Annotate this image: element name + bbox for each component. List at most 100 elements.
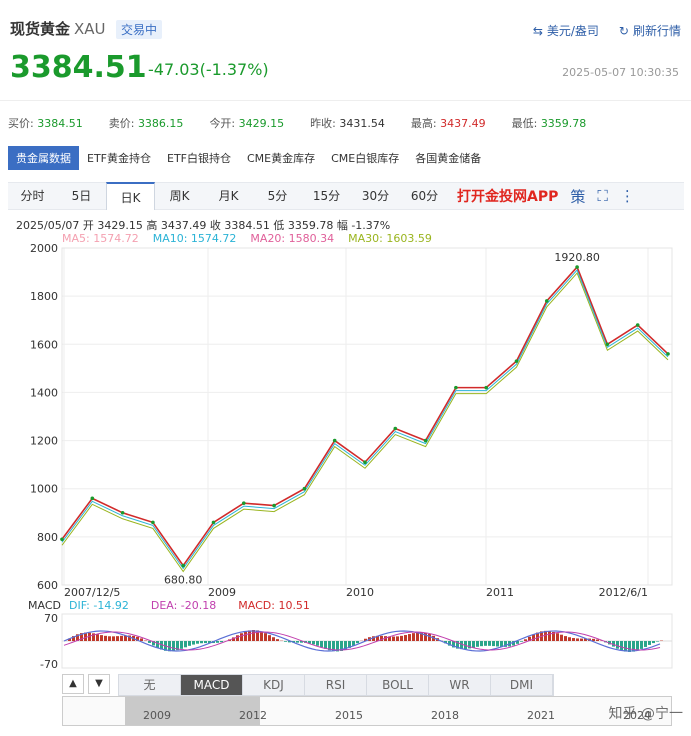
price-chart[interactable]: 600 800 1000 1200 1400 1600 1800 2000 2007/12/5 2…: [0, 240, 691, 600]
price-point: [454, 385, 458, 390]
macd-bar: [356, 641, 359, 644]
nav-year: 2012: [239, 709, 267, 722]
quote-field: 买价: 3384.51: [8, 117, 83, 130]
y-tick-label: 800: [37, 531, 58, 544]
macd-bar: [332, 641, 335, 652]
macd-bar: [452, 641, 455, 648]
zoom-out-button[interactable]: ▼: [88, 674, 110, 694]
macd-bar: [160, 641, 163, 650]
macd-bar: [196, 641, 199, 644]
macd-bar: [496, 641, 499, 647]
period-tab[interactable]: 30分: [361, 189, 390, 203]
macd-bar: [584, 638, 587, 641]
macd-bar: [296, 641, 299, 643]
macd-bar: [500, 641, 503, 647]
price-point: [666, 352, 670, 356]
period-tab[interactable]: 5分: [267, 189, 288, 203]
period-tab[interactable]: 月K: [218, 189, 239, 203]
price-point: [181, 563, 185, 568]
macd-bar: [444, 641, 447, 644]
macd-bar: [320, 641, 323, 648]
ma-label: MA20: 1580.34: [250, 232, 335, 245]
macd-bar: [272, 637, 275, 641]
nav-year: 2021: [527, 709, 555, 722]
macd-bar: [300, 641, 303, 643]
macd-bar: [256, 630, 259, 641]
macd-bar: [556, 633, 559, 641]
indicator-tab[interactable]: KDJ: [243, 675, 305, 695]
macd-bar: [328, 641, 331, 651]
macd-bar: [376, 635, 379, 641]
y-tick-label: 2000: [30, 242, 58, 255]
range-navigator[interactable]: 2009 2012 2015 2018 2021 2024: [62, 696, 672, 726]
data-tab[interactable]: CME白银库存: [331, 152, 400, 165]
macd-bar: [276, 639, 279, 641]
open-app-link[interactable]: 打开金投网APP: [457, 189, 559, 205]
period-tab[interactable]: 5日: [71, 189, 92, 203]
macd-bar: [620, 641, 623, 651]
data-tab[interactable]: CME黄金库存: [247, 152, 316, 165]
period-tab[interactable]: 周K: [169, 189, 190, 203]
period-tab[interactable]: 分时: [20, 189, 45, 203]
macd-bar: [192, 641, 195, 645]
zoom-in-button[interactable]: ▲: [62, 674, 84, 694]
period-tab[interactable]: 60分: [410, 189, 439, 203]
macd-bar: [612, 641, 615, 647]
indicator-tab[interactable]: MACD: [181, 675, 243, 695]
fullscreen-icon[interactable]: ⛶: [597, 187, 608, 205]
data-tab[interactable]: ETF黄金持仓: [87, 152, 151, 165]
extreme-label: 680.80: [164, 574, 203, 587]
refresh-button[interactable]: ↻ 刷新行情: [618, 23, 681, 39]
data-tab[interactable]: ETF白银持仓: [167, 152, 231, 165]
macd-bar: [216, 641, 219, 643]
macd-bar: [428, 634, 431, 641]
strategy-icon[interactable]: 策: [570, 187, 586, 206]
macd-bar: [492, 641, 495, 647]
indicator-tab[interactable]: DMI: [491, 675, 553, 695]
y-tick-label: 1600: [30, 338, 58, 351]
macd-bar: [108, 636, 111, 641]
indicator-tab[interactable]: WR: [429, 675, 491, 695]
macd-bar: [244, 631, 247, 641]
macd-bar: [184, 641, 187, 648]
price-point: [363, 460, 367, 465]
macd-bar: [76, 634, 79, 641]
period-tab[interactable]: 日K: [106, 182, 155, 210]
quote-fields: 买价: 3384.51 卖价: 3386.15 今开: 3429.15 昨收: 343…: [8, 115, 586, 131]
macd-bar: [404, 635, 407, 641]
dea-line: [63, 631, 661, 651]
macd-bar: [120, 635, 123, 641]
macd-bar: [308, 641, 311, 644]
data-tab[interactable]: 贵金属数据: [8, 146, 79, 170]
y-tick-label: 1200: [30, 435, 58, 448]
watermark: 知乎 @宁一: [608, 706, 683, 722]
range-selector[interactable]: [125, 697, 260, 725]
macd-bar: [624, 641, 627, 652]
indicator-tab[interactable]: 无: [119, 675, 181, 695]
more-icon[interactable]: ⋮: [619, 187, 635, 205]
macd-bar: [656, 641, 659, 642]
macd-chart[interactable]: 70 -70: [0, 612, 691, 672]
macd-bar: [564, 636, 567, 641]
macd-bar: [208, 641, 211, 644]
period-tab[interactable]: 15分: [312, 189, 341, 203]
currency-toggle[interactable]: ⇆ 美元/盎司: [532, 23, 599, 39]
price-change: -47.03(-1.37%): [148, 60, 269, 79]
macd-tick-label: 70: [44, 612, 58, 625]
price-point: [151, 520, 155, 525]
price-point: [242, 501, 246, 505]
indicator-tab[interactable]: RSI: [305, 675, 367, 695]
macd-bar: [512, 641, 515, 646]
extreme-label: 1920.80: [554, 251, 600, 264]
indicator-tab[interactable]: BOLL: [367, 675, 429, 695]
macd-bar: [572, 638, 575, 641]
data-tab[interactable]: 各国黄金储备: [415, 152, 482, 165]
price-point: [393, 426, 398, 431]
macd-bar: [136, 636, 139, 641]
indicator-tabs: 无 MACD KDJ RSI BOLL WR DMI: [118, 674, 554, 696]
macd-bar: [476, 641, 479, 647]
price-point: [423, 438, 428, 443]
price-point: [302, 486, 307, 491]
macd-bar: [580, 638, 583, 641]
macd-bar: [520, 641, 523, 642]
